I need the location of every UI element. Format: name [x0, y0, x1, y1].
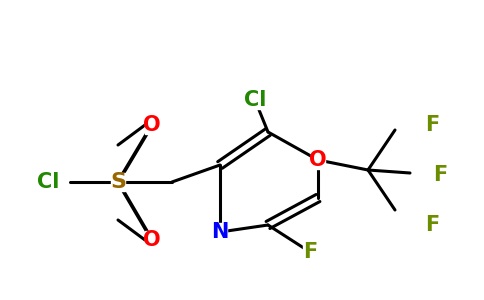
Bar	[425, 116, 439, 134]
Text: S: S	[110, 172, 126, 192]
Text: F: F	[425, 115, 439, 135]
Text: O: O	[143, 115, 161, 135]
Text: F: F	[425, 215, 439, 235]
Bar	[243, 91, 267, 109]
Bar	[111, 173, 125, 191]
Bar	[145, 116, 159, 134]
Bar	[145, 231, 159, 249]
Text: Cl: Cl	[37, 172, 59, 192]
Bar	[303, 243, 317, 261]
Bar	[425, 216, 439, 234]
Bar	[311, 151, 325, 169]
Bar	[433, 166, 447, 184]
Bar	[36, 173, 60, 191]
Text: Cl: Cl	[244, 90, 266, 110]
Text: F: F	[303, 242, 317, 262]
Bar	[213, 223, 227, 241]
Text: F: F	[433, 165, 447, 185]
Text: O: O	[309, 150, 327, 170]
Text: O: O	[143, 230, 161, 250]
Text: N: N	[212, 222, 228, 242]
